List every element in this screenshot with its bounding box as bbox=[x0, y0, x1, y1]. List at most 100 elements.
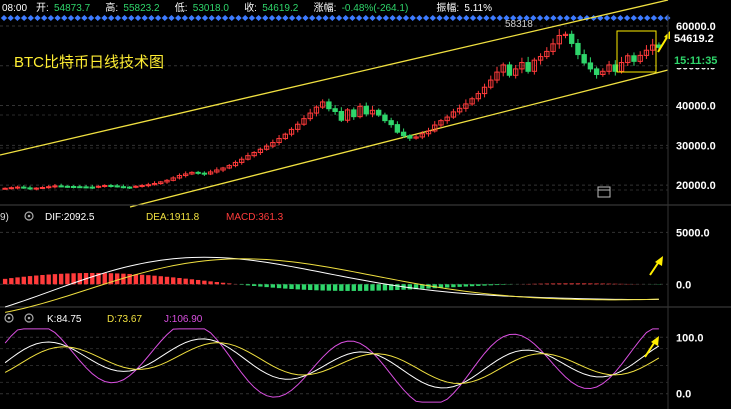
diamond-marker bbox=[34, 15, 41, 21]
diamond-marker bbox=[154, 15, 162, 21]
candle-body bbox=[170, 177, 176, 181]
candle-body bbox=[120, 186, 127, 189]
macd-bar bbox=[15, 277, 20, 285]
candle-body bbox=[569, 33, 575, 44]
macd-bar bbox=[600, 283, 606, 285]
header-value: 54873.7 bbox=[54, 3, 91, 14]
diamond-marker bbox=[637, 15, 644, 21]
diamond-marker bbox=[188, 15, 195, 21]
macd-bar bbox=[96, 272, 101, 285]
macd-bar bbox=[146, 275, 151, 285]
candle-body bbox=[463, 103, 469, 109]
macd-bar bbox=[457, 284, 462, 287]
diamond-marker bbox=[556, 15, 564, 21]
candle-body bbox=[145, 184, 152, 187]
quote-header: 08:00 开: 54873.7 高: 55823.2 低: 53018.0 收: 54619.… bbox=[2, 1, 492, 14]
candle-body bbox=[201, 172, 208, 175]
macd-bar bbox=[370, 284, 375, 291]
candle-body bbox=[126, 186, 133, 189]
candle-body bbox=[400, 131, 407, 137]
macd-bar bbox=[575, 283, 581, 285]
candle-body bbox=[64, 185, 71, 188]
macd-bar bbox=[208, 281, 213, 285]
gear-icon[interactable] bbox=[4, 313, 14, 323]
macd-bar bbox=[388, 284, 394, 291]
time-tag-bg bbox=[670, 52, 731, 68]
candle-body bbox=[488, 79, 494, 88]
gear-icon[interactable] bbox=[24, 211, 34, 221]
channel-lower bbox=[129, 69, 669, 208]
diamond-marker bbox=[201, 15, 209, 21]
header-label: 开: bbox=[36, 3, 49, 14]
candle-body bbox=[425, 130, 432, 135]
diamond-marker bbox=[309, 15, 316, 21]
main-grid bbox=[0, 25, 668, 191]
macd-bar bbox=[413, 284, 419, 290]
diamond-marker bbox=[134, 15, 142, 21]
settings-icon[interactable] bbox=[24, 313, 34, 323]
macd-bar bbox=[588, 283, 593, 285]
diamond-marker bbox=[543, 15, 550, 21]
candle-body bbox=[643, 49, 650, 56]
macd-bar bbox=[77, 273, 83, 285]
diamond-marker bbox=[650, 15, 658, 21]
candle-body bbox=[226, 165, 232, 169]
diamond-marker bbox=[443, 15, 450, 21]
diamond-marker bbox=[121, 15, 128, 21]
diamond-marker bbox=[617, 15, 624, 21]
candle-body bbox=[301, 118, 307, 125]
diamond-marker bbox=[590, 15, 597, 21]
header-label: 收: bbox=[244, 1, 257, 14]
candle-body bbox=[637, 54, 643, 62]
diamond-strip bbox=[0, 15, 671, 21]
macd-bar bbox=[251, 284, 257, 286]
candle-body bbox=[27, 187, 33, 190]
candle-body bbox=[475, 93, 482, 100]
candle-body bbox=[388, 120, 394, 126]
candle-body bbox=[83, 186, 89, 189]
macd-bar bbox=[332, 284, 338, 291]
diamond-marker bbox=[268, 15, 276, 21]
macd-bar bbox=[283, 284, 288, 289]
diamond-marker bbox=[315, 15, 323, 21]
header-label: 涨幅: bbox=[314, 1, 337, 14]
up-arrow-icon bbox=[657, 30, 672, 53]
diamond-marker bbox=[108, 15, 115, 21]
macd-bar bbox=[46, 274, 51, 285]
candle-body bbox=[251, 151, 257, 157]
candle-body bbox=[556, 34, 562, 45]
macd-bar bbox=[501, 284, 506, 285]
macd-bar bbox=[451, 284, 456, 288]
candle-body bbox=[631, 55, 637, 62]
macd-bar bbox=[581, 283, 587, 285]
candle-body bbox=[600, 70, 606, 75]
diamond-marker bbox=[215, 15, 222, 21]
macd-bar bbox=[58, 273, 64, 285]
macd-bar bbox=[420, 284, 425, 289]
diamond-marker bbox=[409, 15, 416, 21]
diamond-marker bbox=[657, 15, 664, 21]
diamond-marker bbox=[516, 15, 524, 21]
diamond-marker bbox=[376, 15, 383, 21]
j-value: J:106.90 bbox=[164, 314, 203, 325]
diamond-marker bbox=[536, 15, 544, 21]
candle-body bbox=[108, 185, 114, 188]
diamond-marker bbox=[530, 15, 537, 21]
diamond-marker bbox=[496, 15, 503, 21]
header-label: 低: bbox=[175, 1, 188, 14]
diamond-marker bbox=[489, 15, 497, 21]
diamond-marker bbox=[523, 15, 530, 21]
candle-body bbox=[575, 42, 581, 56]
candle-body bbox=[319, 101, 326, 108]
price-tick-label: 40000.0 bbox=[676, 101, 716, 113]
candle-body bbox=[369, 109, 376, 115]
candle-body bbox=[151, 183, 158, 186]
diamond-marker bbox=[355, 15, 363, 21]
macd-bar bbox=[152, 275, 157, 285]
calendar-icon[interactable] bbox=[597, 186, 611, 198]
macd-bar bbox=[395, 284, 400, 290]
d-value: D:73.67 bbox=[107, 314, 142, 325]
candle-body bbox=[344, 109, 351, 121]
channel-upper bbox=[0, 0, 669, 156]
